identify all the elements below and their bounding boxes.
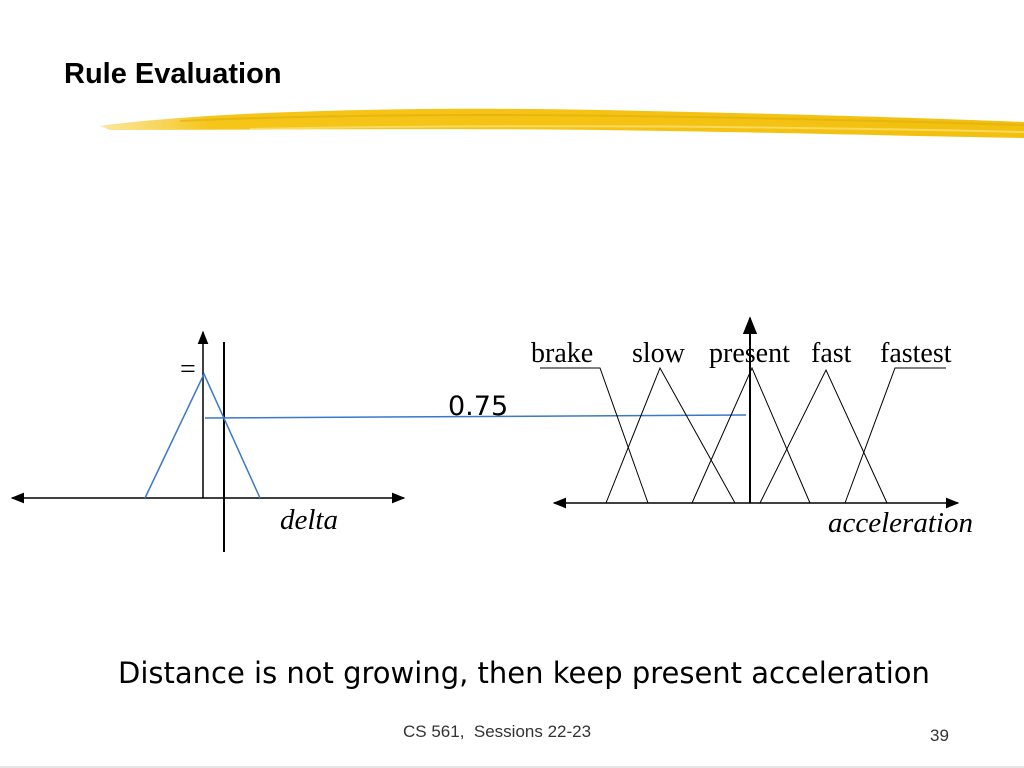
- footer-course: CS 561, Sessions 22-23: [403, 722, 592, 741]
- membership-fastest: [844, 367, 946, 504]
- acceleration-axis-label: acceleration: [828, 507, 973, 539]
- membership-brake: [540, 367, 649, 504]
- highlighter-stroke: [100, 108, 1024, 138]
- acceleration-axes: acceleration: [552, 316, 973, 539]
- membership-labels: brake slow present fast fastest: [531, 338, 952, 369]
- page-number: 39: [930, 726, 949, 745]
- label-fast: fast: [811, 338, 852, 369]
- firing-strength-value: 0.75: [448, 391, 508, 422]
- bottom-divider: [0, 766, 1024, 768]
- firing-strength-line: [204, 414, 747, 419]
- slide-caption: Distance is not growing, then keep prese…: [118, 656, 930, 690]
- label-brake: brake: [531, 338, 593, 369]
- slide-title: Rule Evaluation: [64, 58, 282, 90]
- label-slow: slow: [632, 338, 686, 369]
- membership-present: [691, 366, 811, 504]
- delta-membership-triangle: [144, 372, 261, 499]
- label-fastest: fastest: [880, 338, 952, 369]
- fuzzy-rule-diagram: = delta 0.75 acceleration brake slow pre…: [10, 316, 973, 552]
- delta-axis-label: delta: [280, 504, 338, 536]
- equals-symbol: =: [180, 354, 196, 385]
- membership-functions: [540, 366, 946, 504]
- membership-fast: [759, 368, 888, 504]
- delta-axes: = delta: [10, 330, 406, 552]
- membership-slow: [605, 366, 736, 504]
- label-present: present: [709, 338, 790, 369]
